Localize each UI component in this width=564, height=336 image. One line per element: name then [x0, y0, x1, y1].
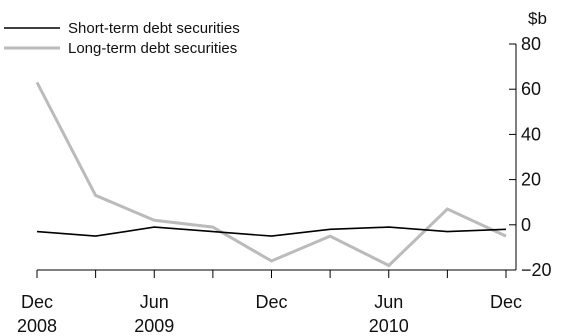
y-tick-label: 80	[521, 34, 541, 54]
x-tick-label-month: Jun	[140, 292, 169, 312]
y-tick-label: 40	[521, 124, 541, 144]
x-tick-label-month: Dec	[255, 292, 287, 312]
y-unit-label: $b	[528, 9, 547, 28]
axis-layer: 80 60 40 20 0 −20 $b Dec 2008 Jun 2009 Dec Jun 2010 De…	[17, 9, 552, 336]
x-tick-label-month: Dec	[490, 292, 522, 312]
y-tick-label: −20	[521, 260, 552, 280]
x-tick-label-year: 2009	[134, 316, 174, 336]
series-line-long-term	[35, 81, 507, 268]
x-tick-label-year: 2010	[369, 316, 409, 336]
y-tick-label: 20	[521, 170, 541, 190]
y-tick-label: 60	[521, 79, 541, 99]
x-tick-label-year: 2008	[17, 316, 57, 336]
legend-label: Short-term debt securities	[68, 20, 240, 37]
legend: Short-term debt securities Long-term debt…	[4, 20, 240, 57]
legend-label: Long-term debt securities	[68, 40, 237, 57]
series-line-short-term	[36, 226, 507, 237]
x-tick-label-month: Jun	[374, 292, 403, 312]
y-tick-label: 0	[521, 215, 531, 235]
series-layer	[35, 81, 507, 268]
x-tick-label-month: Dec	[21, 292, 53, 312]
